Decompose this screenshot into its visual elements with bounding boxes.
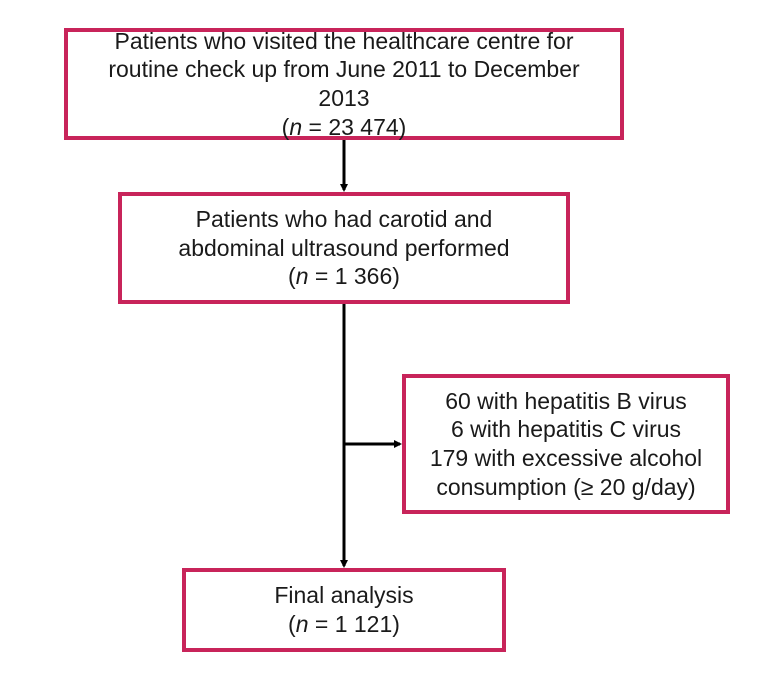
box4-n-label: n — [296, 611, 309, 637]
box4-n-value: = 1 121 — [309, 611, 393, 637]
box3-line2: 6 with hepatitis C virus — [424, 415, 708, 444]
box1-line1: Patients who visited the healthcare cent… — [115, 28, 574, 54]
box1-n-value: = 23 474 — [302, 114, 399, 140]
flow-box-ultrasound-cohort: Patients who had carotid and abdominal u… — [118, 192, 570, 304]
flow-box-exclusions: 60 with hepatitis B virus 6 with hepatit… — [402, 374, 730, 514]
box3-line1: 60 with hepatitis B virus — [424, 387, 708, 416]
flow-box-final-analysis: Final analysis (n = 1 121) — [182, 568, 506, 652]
box2-n-value: = 1 366 — [309, 263, 393, 289]
box3-line4: consumption (≥ 20 g/day) — [424, 473, 708, 502]
box2-line1: Patients who had carotid and — [196, 206, 493, 232]
box4-line1: Final analysis — [274, 582, 413, 608]
box1-n-label: n — [289, 114, 302, 140]
box1-line2: routine check up from June 2011 to Decem… — [108, 56, 579, 111]
box2-n-label: n — [296, 263, 309, 289]
box3-line3: 179 with excessive alcohol — [424, 444, 708, 473]
flow-box-initial-cohort: Patients who visited the healthcare cent… — [64, 28, 624, 140]
box2-line2: abdominal ultrasound performed — [178, 235, 509, 261]
